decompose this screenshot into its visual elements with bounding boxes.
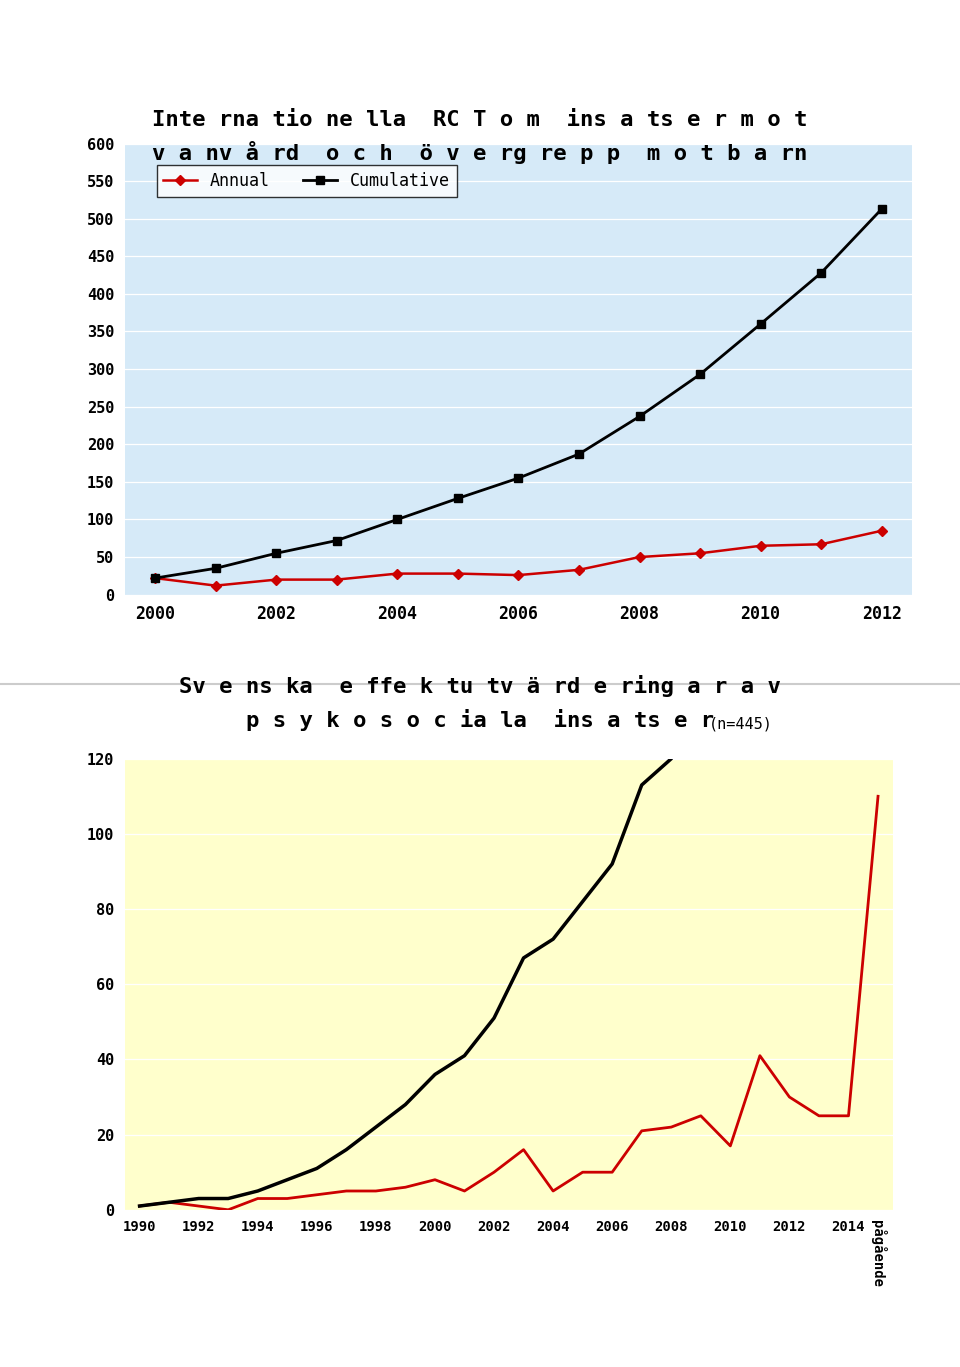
Annual <box>876 522 887 539</box>
Annual <box>331 571 343 588</box>
Annual <box>815 536 827 552</box>
Annual <box>573 562 585 578</box>
Text: (n=445): (n=445) <box>708 716 773 731</box>
Cumulative <box>452 491 464 507</box>
Cumulative <box>634 409 645 425</box>
Legend: Annual, Cumulative: Annual, Cumulative <box>156 165 457 197</box>
Annual <box>210 577 222 593</box>
Line: Annual: Annual <box>152 528 885 589</box>
Cumulative <box>210 560 222 577</box>
Annual <box>392 566 403 582</box>
Annual <box>755 537 766 554</box>
Cumulative <box>392 511 403 528</box>
Cumulative <box>331 532 343 548</box>
Text: Inte rna tio ne lla  RC T o m  ins a ts e r m o t: Inte rna tio ne lla RC T o m ins a ts e … <box>153 109 807 130</box>
Annual <box>513 567 524 584</box>
Text: Sv e ns ka  e ffe k tu tv ä rd e ring a r a v: Sv e ns ka e ffe k tu tv ä rd e ring a r… <box>180 675 780 697</box>
Cumulative <box>513 470 524 487</box>
Cumulative <box>150 570 161 586</box>
Annual <box>694 545 706 562</box>
Annual <box>452 566 464 582</box>
Annual <box>150 570 161 586</box>
Cumulative <box>573 446 585 462</box>
Cumulative <box>815 265 827 282</box>
Annual <box>634 550 645 566</box>
Cumulative <box>271 545 282 562</box>
Text: v a nv å rd  o c h  ö v e rg re p p  m o t b a rn: v a nv å rd o c h ö v e rg re p p m o t … <box>153 141 807 164</box>
Text: p s y k o s o c ia la  ins a ts e r: p s y k o s o c ia la ins a ts e r <box>246 709 714 731</box>
Cumulative <box>755 316 766 332</box>
Cumulative <box>876 201 887 217</box>
Cumulative <box>694 366 706 383</box>
Line: Cumulative: Cumulative <box>151 205 886 582</box>
Annual <box>271 571 282 588</box>
